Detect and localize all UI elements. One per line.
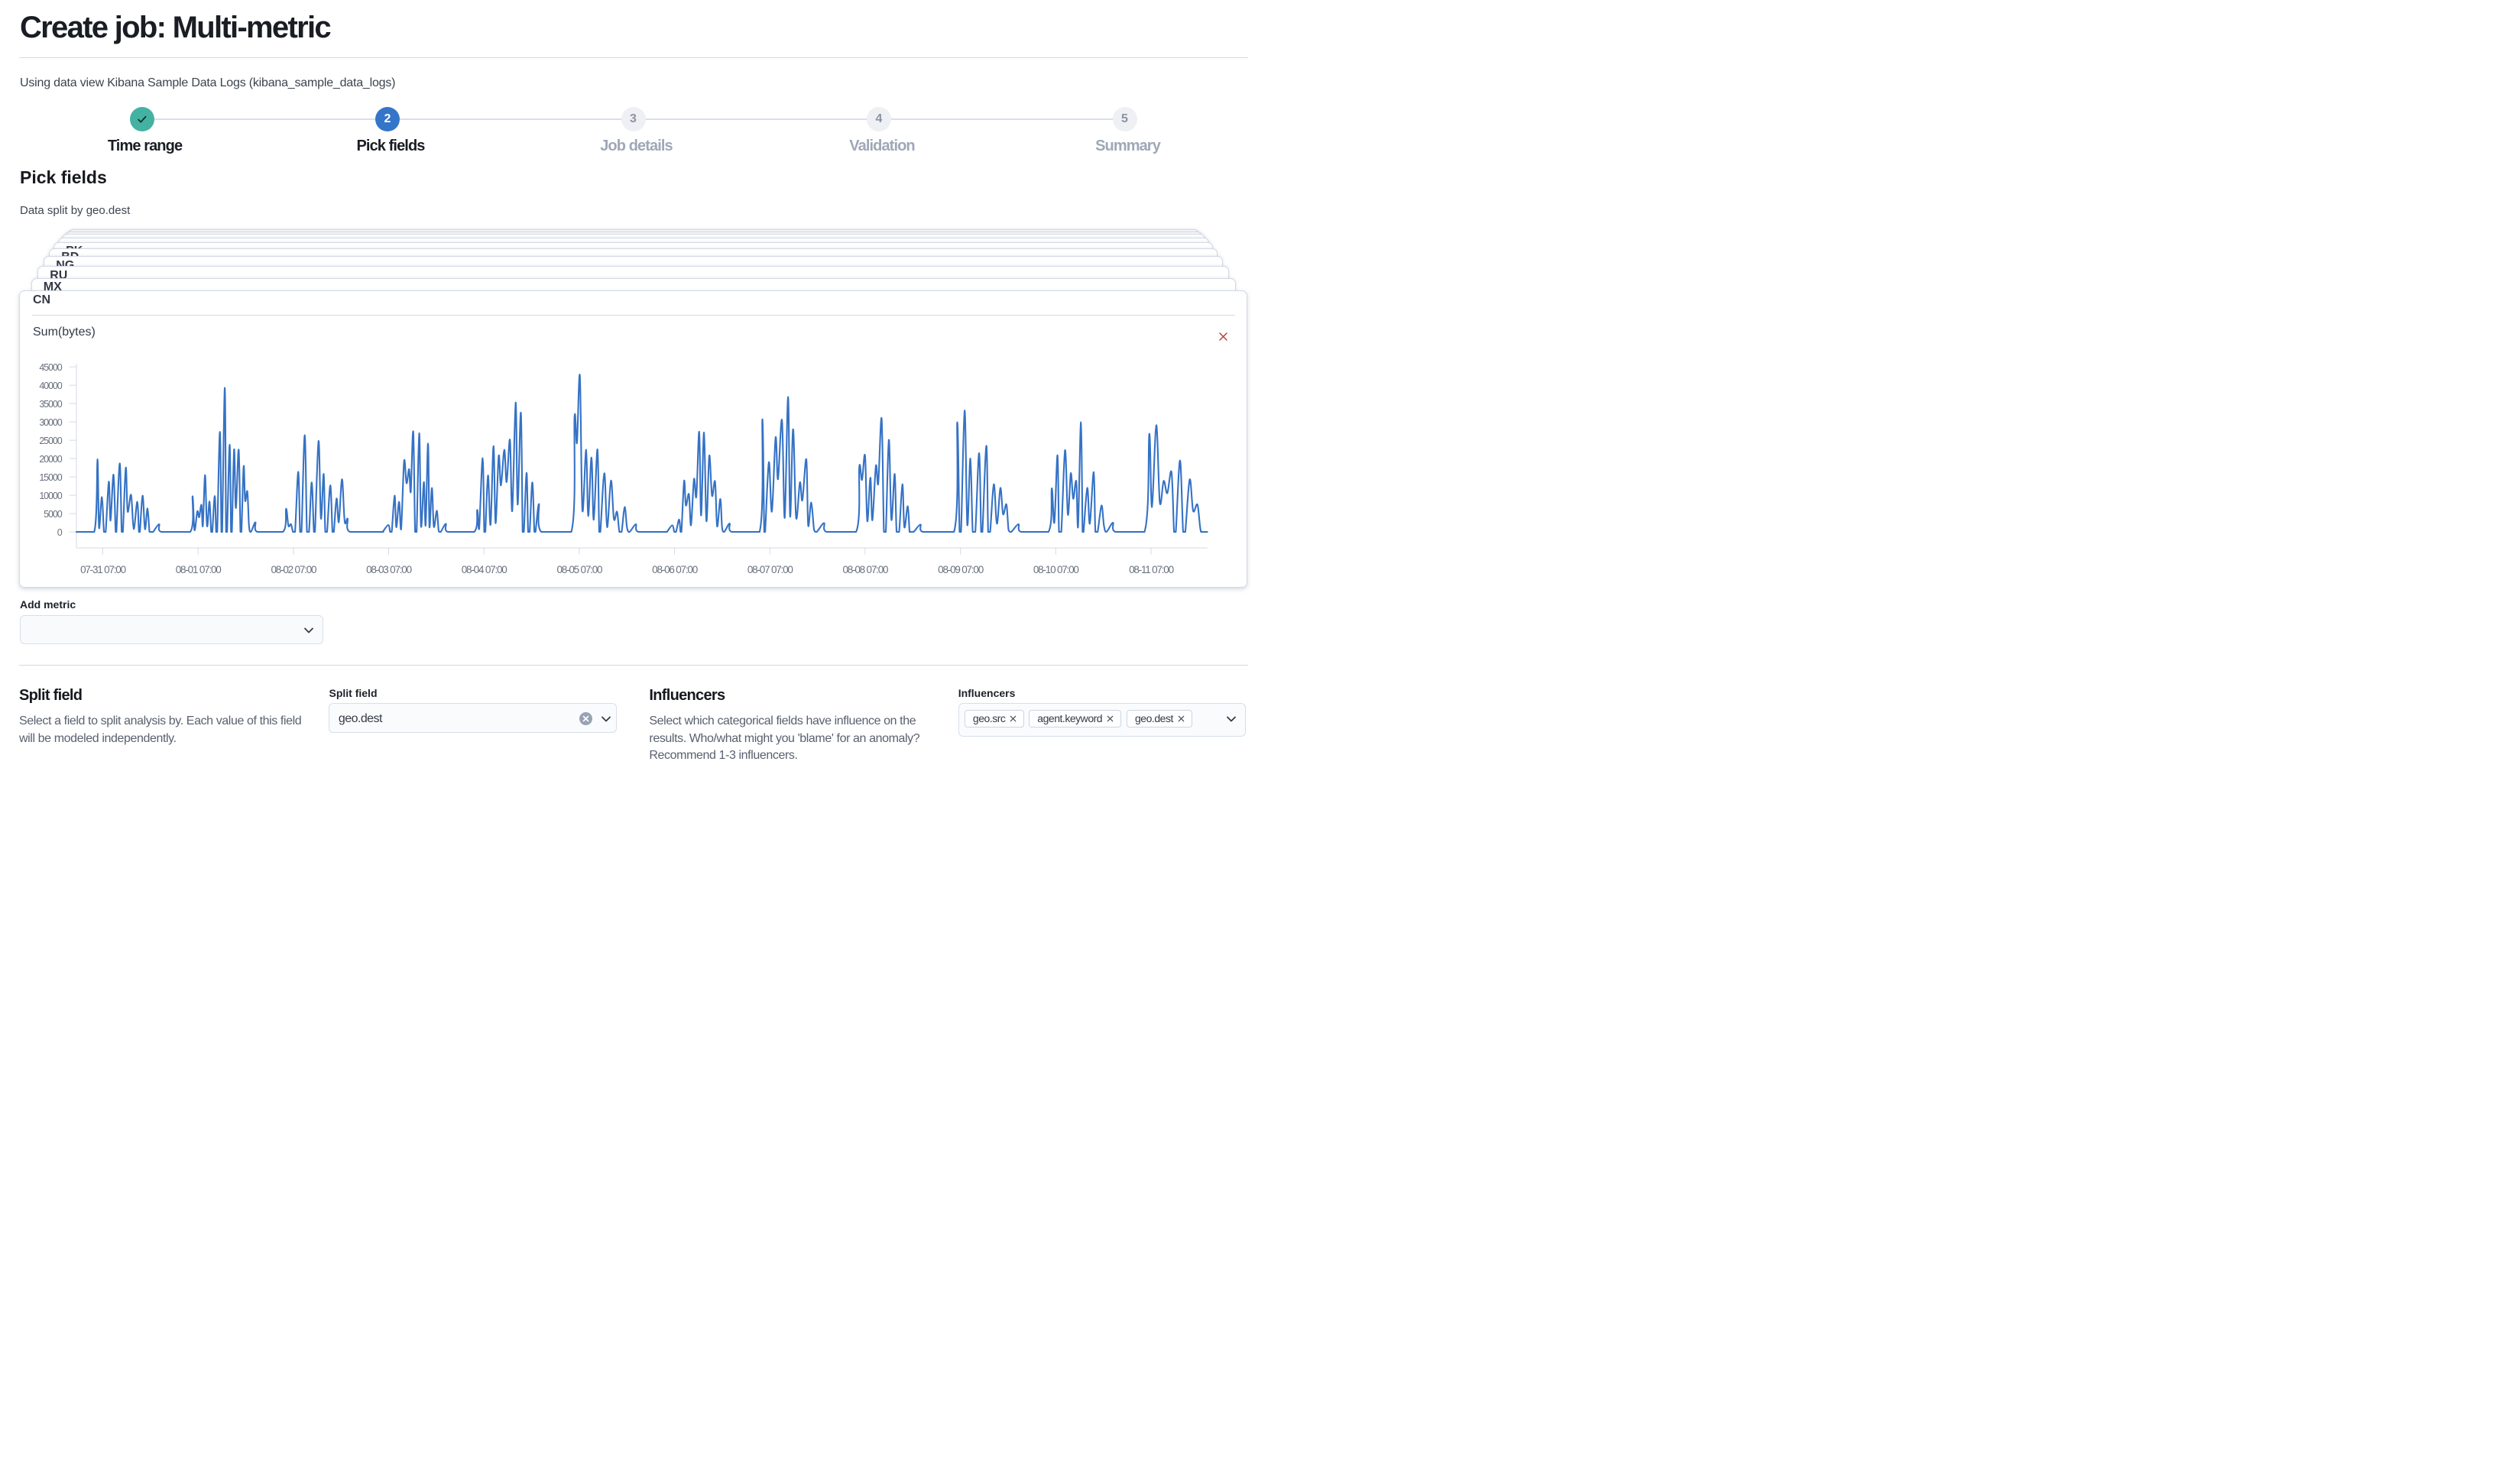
svg-text:20000: 20000 [39,453,62,464]
svg-text:10000: 10000 [39,490,62,501]
svg-text:08-08 07:00: 08-08 07:00 [842,563,888,575]
svg-text:08-06 07:00: 08-06 07:00 [652,563,698,575]
svg-text:08-09 07:00: 08-09 07:00 [938,563,984,575]
svg-text:08-07 07:00: 08-07 07:00 [747,563,793,575]
svg-text:08-04 07:00: 08-04 07:00 [462,563,507,575]
svg-text:07-31 07:00: 07-31 07:00 [80,563,126,575]
svg-text:08-11 07:00: 08-11 07:00 [1129,563,1174,575]
svg-text:30000: 30000 [39,416,62,427]
svg-text:08-10 07:00: 08-10 07:00 [1033,563,1079,575]
svg-text:15000: 15000 [39,471,62,482]
svg-text:35000: 35000 [39,398,62,409]
svg-text:08-02 07:00: 08-02 07:00 [271,563,316,575]
svg-text:25000: 25000 [39,435,62,446]
svg-text:0: 0 [57,527,63,537]
svg-text:08-03 07:00: 08-03 07:00 [366,563,412,575]
svg-text:08-01 07:00: 08-01 07:00 [176,563,222,575]
svg-text:5000: 5000 [44,508,63,519]
svg-text:40000: 40000 [39,380,62,390]
svg-text:45000: 45000 [39,361,62,372]
svg-text:08-05 07:00: 08-05 07:00 [556,563,602,575]
